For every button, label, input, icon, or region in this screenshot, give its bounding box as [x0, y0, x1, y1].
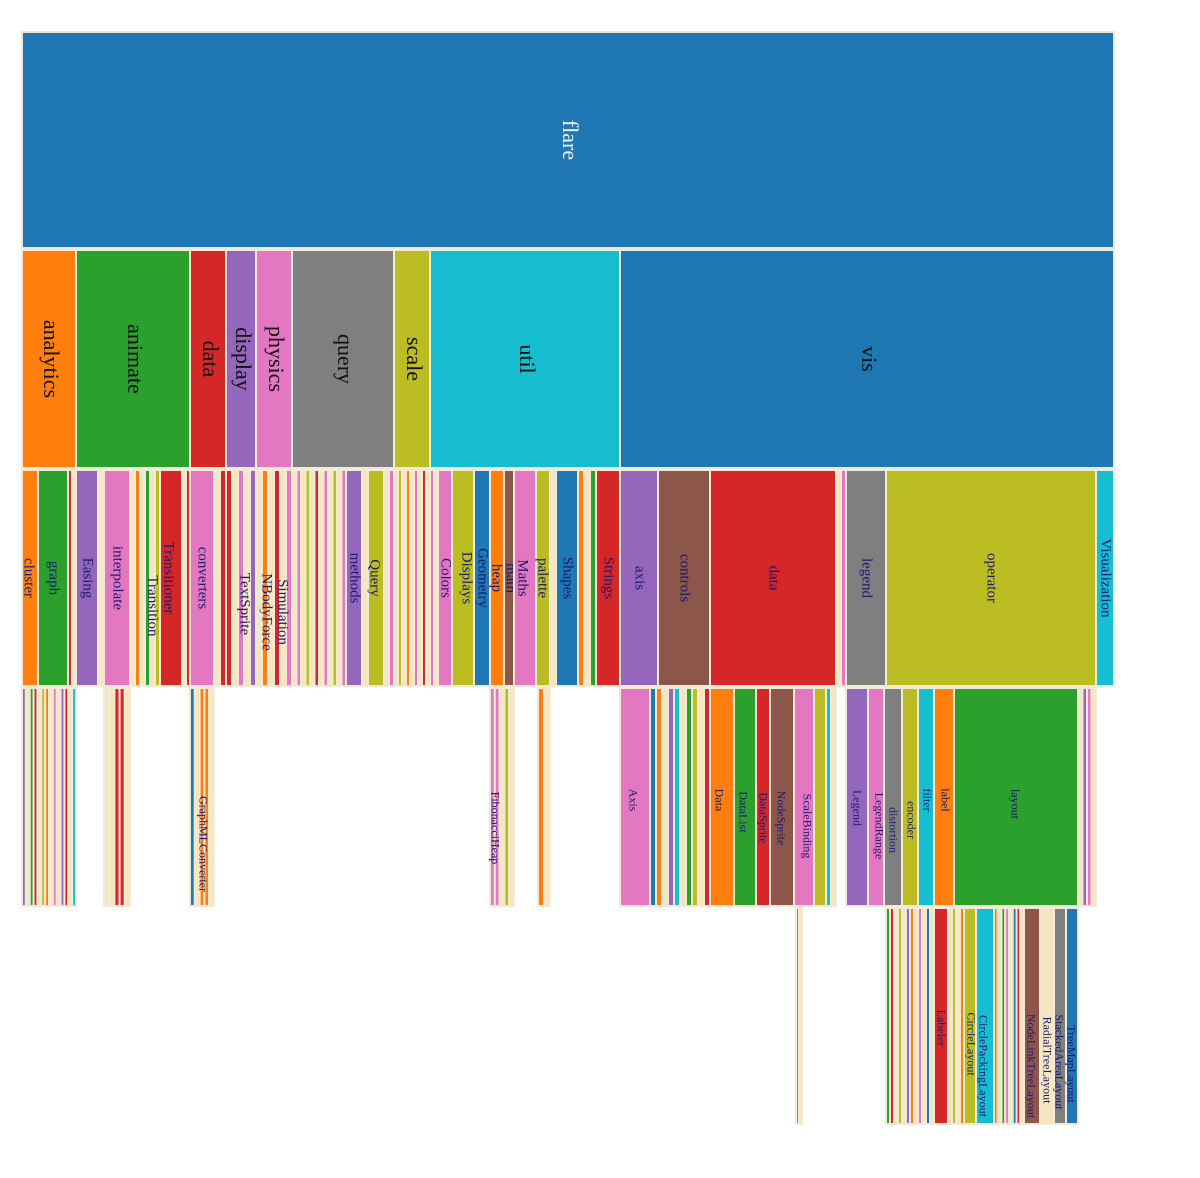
node-nodelinktreelayout-label: NodeLinkTreeLayout	[1024, 1014, 1038, 1119]
leaf-strip[interactable]	[508, 687, 516, 907]
node-labeler-label: Labeler	[934, 1010, 948, 1047]
node-radialtreelayout-label: RadialTreeLayout	[1040, 1017, 1054, 1105]
node-data[interactable]	[709, 687, 735, 907]
node-controls[interactable]	[657, 469, 711, 687]
node-legend-label: legend	[859, 558, 875, 598]
leaf-strip[interactable]	[71, 687, 78, 907]
node-graph[interactable]	[37, 469, 69, 687]
node-data-label: data	[766, 566, 782, 591]
node-data[interactable]	[709, 469, 837, 687]
node-converters-label: converters	[195, 547, 211, 610]
node-easing-label: Easing	[80, 558, 96, 599]
node-displays-label: Displays	[459, 552, 475, 605]
node-label-label: label	[938, 788, 952, 812]
node-vis[interactable]	[619, 249, 1115, 469]
node-treemaplayout[interactable]	[1065, 907, 1079, 1125]
node-simulation-label: Simulation	[275, 579, 291, 645]
leaf-strip[interactable]	[123, 687, 132, 907]
node-visualization-label: Visualization	[1098, 538, 1114, 618]
node-methods-label: methods	[347, 553, 363, 604]
node-query-label: query	[333, 334, 358, 384]
leaf-strip[interactable]	[830, 687, 837, 907]
node-controls-label: controls	[677, 554, 693, 602]
node-flare-label: flare	[558, 120, 583, 160]
node-axis-label: Axis	[626, 789, 640, 812]
node-circlelayout-label: CircleLayout	[964, 1012, 978, 1076]
node-encoder-label: encoder	[904, 801, 918, 839]
node-legendrange-label: LegendRange	[872, 793, 886, 860]
node-graphmlconverter-label: GraphMLConverter	[196, 796, 210, 892]
node-display[interactable]	[225, 249, 257, 469]
node-transition-label: Transition	[145, 575, 161, 637]
node-flare[interactable]	[21, 31, 1115, 249]
node-encoder[interactable]	[901, 687, 919, 907]
node-treemaplayout-label: TreeMapLayout	[1064, 1025, 1078, 1103]
leaf-strip[interactable]	[798, 907, 803, 1125]
node-graph-label: graph	[46, 561, 62, 596]
node-interpolate-label: interpolate	[110, 546, 126, 610]
node-layout[interactable]	[953, 687, 1079, 907]
node-strings-label: Strings	[601, 557, 617, 600]
node-palette-label: palette	[535, 558, 551, 598]
node-nodesprite-label: NodeSprite	[774, 791, 788, 846]
node-transitioner-label: Transitioner	[161, 542, 177, 615]
node-textsprite-label: TextSprite	[237, 573, 253, 636]
node-analytics[interactable]	[21, 249, 77, 469]
node-distortion[interactable]	[883, 687, 903, 907]
node-physics-label: physics	[264, 326, 289, 392]
node-vis-label: vis	[857, 346, 882, 372]
node-visualization[interactable]	[1095, 469, 1115, 687]
node-filter-label: filter	[920, 788, 934, 811]
node-circlepackinglayout-label: CirclePackingLayout	[976, 1015, 990, 1118]
node-colors-label: Colors	[438, 558, 454, 598]
node-cluster-label: cluster	[21, 558, 37, 598]
node-fibonacciheap-label: FibonacciHeap	[488, 792, 502, 865]
node-maths-label: Maths	[515, 559, 531, 597]
node-distortion-label: distortion	[886, 807, 900, 853]
node-animate-label: animate	[123, 324, 148, 394]
node-scale[interactable]	[393, 249, 431, 469]
node-geometry-label: Geometry	[475, 548, 491, 608]
node-stackedarealayout-label: StackedAreaLayout	[1052, 1014, 1066, 1110]
node-data-label: Data	[712, 789, 726, 812]
node-nbodyforce-label: NBodyForce	[259, 573, 275, 651]
node-scalebinding-label: ScaleBinding	[800, 794, 814, 859]
node-physics[interactable]	[255, 249, 293, 469]
node-treebuilder[interactable]	[813, 687, 827, 907]
node-axis[interactable]	[619, 469, 659, 687]
leaf-strip[interactable]	[543, 687, 551, 907]
node-interpolate[interactable]	[103, 469, 131, 687]
leaf-strip[interactable]	[1090, 687, 1097, 907]
leaf-strip[interactable]	[208, 687, 215, 907]
node-legend[interactable]	[845, 469, 887, 687]
node-util-label: util	[515, 344, 540, 373]
node-analytics-label: analytics	[39, 320, 64, 398]
node-heap-label: heap	[489, 564, 505, 592]
node-shapes-label: Shapes	[560, 557, 576, 600]
node-data-label: data	[198, 341, 223, 378]
node-query[interactable]	[291, 249, 395, 469]
node-datalist-label: DataList	[736, 791, 750, 833]
node-query-label: Query	[367, 559, 383, 597]
node-legend-label: Legend	[850, 790, 864, 826]
node-util[interactable]	[429, 249, 621, 469]
node-layout-label: layout	[1008, 789, 1022, 820]
node-animate[interactable]	[75, 249, 191, 469]
node-datasprite-label: DataSprite	[756, 792, 770, 843]
node-display-label: display	[231, 327, 256, 391]
node-axis-label: axis	[632, 566, 648, 590]
node-operator-label: operator	[984, 553, 1000, 603]
node-scale-label: scale	[402, 337, 427, 381]
